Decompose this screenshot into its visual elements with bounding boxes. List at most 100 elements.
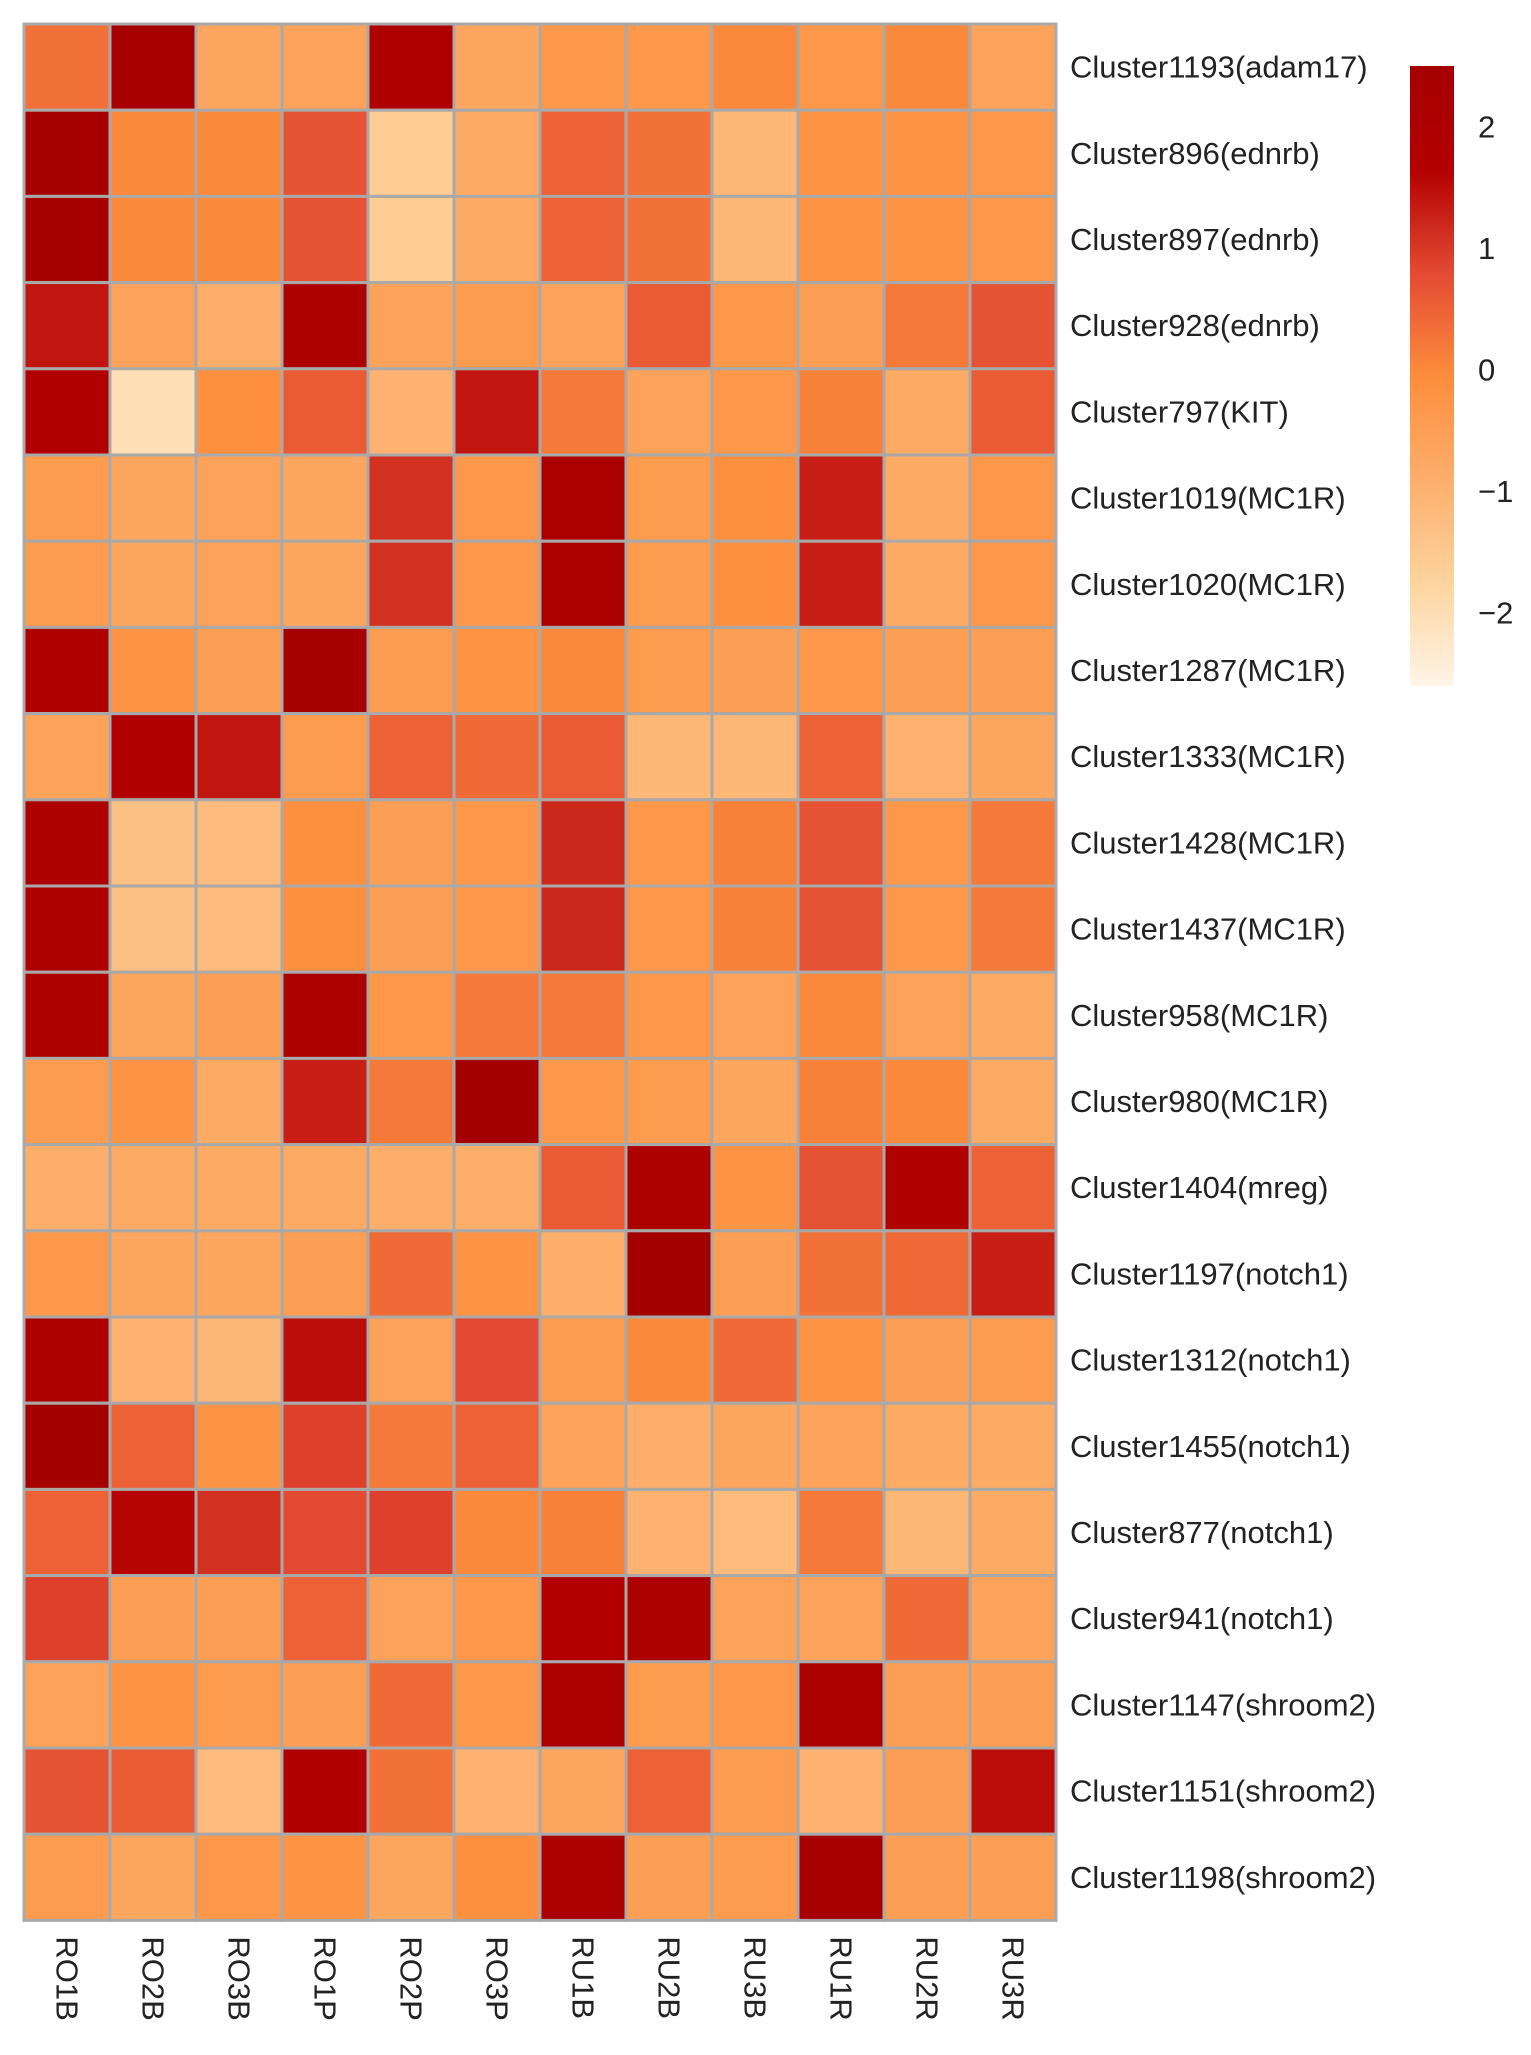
- heatmap-cell: [796, 367, 886, 457]
- heatmap-cell: [366, 194, 456, 285]
- heatmap-cell: [22, 539, 112, 629]
- heatmap-cell: [22, 625, 112, 716]
- heatmap-cell: [366, 1056, 456, 1147]
- heatmap-cell: [452, 1746, 542, 1836]
- column-label: RO3P: [480, 1936, 515, 2020]
- heatmap-cell: [538, 1401, 628, 1491]
- heatmap-cell: [882, 1574, 972, 1664]
- color-legend-ticks: 2 1 0 −1 −2: [1478, 109, 1513, 630]
- column-label: RU1B: [566, 1936, 601, 2019]
- heatmap-cell: [710, 798, 800, 888]
- heatmap-cell: [968, 367, 1058, 457]
- heatmap-cell: [624, 367, 714, 457]
- heatmap-cell: [624, 1401, 714, 1491]
- heatmap-cell: [452, 281, 542, 371]
- row-label: Cluster896(ednrb): [1070, 136, 1320, 171]
- heatmap-cell: [194, 1832, 284, 1922]
- heatmap-cell: [538, 194, 628, 285]
- heatmap-cell: [624, 1315, 714, 1405]
- heatmap-cell: [624, 1056, 714, 1147]
- heatmap-cell: [538, 1143, 628, 1233]
- heatmap-cell: [968, 1056, 1058, 1147]
- row-label: Cluster1404(mreg): [1070, 1170, 1328, 1205]
- heatmap-cell: [366, 453, 456, 543]
- heatmap-cell: [452, 798, 542, 888]
- heatmap-cell: [796, 1660, 886, 1750]
- heatmap-cell: [108, 539, 198, 629]
- heatmap-cell: [968, 1574, 1058, 1664]
- heatmap-cell: [280, 1746, 370, 1836]
- heatmap-cell: [108, 1574, 198, 1664]
- heatmap-cell: [968, 1401, 1058, 1491]
- column-label: RU3R: [996, 1936, 1031, 2020]
- heatmap-cell: [108, 712, 198, 802]
- heatmap-cell: [796, 1746, 886, 1836]
- heatmap-cell: [882, 625, 972, 716]
- heatmap-cell: [280, 281, 370, 371]
- heatmap-cell: [366, 1487, 456, 1578]
- heatmap-cell: [624, 1229, 714, 1319]
- heatmap-cell: [194, 453, 284, 543]
- heatmap-cell: [624, 108, 714, 198]
- heatmap-cell: [882, 884, 972, 974]
- heatmap-cell: [22, 1746, 112, 1836]
- heatmap-cell: [968, 1315, 1058, 1405]
- heatmap-cell: [538, 1660, 628, 1750]
- heatmap-cell: [108, 1315, 198, 1405]
- heatmap-cell: [194, 884, 284, 974]
- heatmap-cell: [968, 453, 1058, 543]
- heatmap-cell: [710, 1487, 800, 1578]
- heatmap-cell: [108, 1401, 198, 1491]
- heatmap-cell: [366, 1401, 456, 1491]
- heatmap-cell: [538, 712, 628, 802]
- heatmap-cell: [280, 1574, 370, 1664]
- row-label: Cluster877(notch1): [1070, 1515, 1334, 1550]
- heatmap-cell: [710, 1832, 800, 1922]
- row-label: Cluster928(ednrb): [1070, 308, 1320, 343]
- heatmap-cell: [108, 884, 198, 974]
- heatmap-cell: [366, 798, 456, 888]
- heatmap-cell: [452, 1574, 542, 1664]
- heatmap-cell: [108, 1143, 198, 1233]
- heatmap-cell: [882, 453, 972, 543]
- heatmap-cell: [280, 539, 370, 629]
- heatmap-cell: [194, 712, 284, 802]
- heatmap-cell: [366, 1229, 456, 1319]
- row-label: Cluster797(KIT): [1070, 394, 1289, 429]
- row-label: Cluster958(MC1R): [1070, 998, 1328, 1033]
- heatmap-cell: [22, 194, 112, 285]
- heatmap-cell: [452, 539, 542, 629]
- heatmap-cell: [280, 625, 370, 716]
- row-label: Cluster1455(notch1): [1070, 1429, 1351, 1464]
- heatmap-cell: [882, 970, 972, 1060]
- heatmap-cell: [796, 1229, 886, 1319]
- heatmap-cell: [366, 712, 456, 802]
- heatmap-cell: [796, 1143, 886, 1233]
- heatmap-cell: [710, 1315, 800, 1405]
- heatmap-cell: [710, 1746, 800, 1836]
- heatmap-cell: [796, 712, 886, 802]
- heatmap-cell: [366, 281, 456, 371]
- heatmap-cell: [22, 22, 112, 112]
- heatmap-cell: [194, 1056, 284, 1147]
- heatmap-cell: [624, 712, 714, 802]
- column-label: RU3B: [738, 1936, 773, 2019]
- heatmap-cell: [108, 1487, 198, 1578]
- heatmap-cell: [796, 798, 886, 888]
- heatmap-cell: [452, 884, 542, 974]
- heatmap-cell: [882, 1746, 972, 1836]
- heatmap-cell: [796, 625, 886, 716]
- heatmap-cell: [22, 1574, 112, 1664]
- heatmap-cell: [452, 1401, 542, 1491]
- heatmap-cell: [366, 884, 456, 974]
- legend-tick-label: 2: [1478, 109, 1495, 144]
- heatmap-cell: [882, 712, 972, 802]
- row-label: Cluster1019(MC1R): [1070, 481, 1346, 516]
- heatmap-cell: [710, 1229, 800, 1319]
- heatmap-cell: [710, 1056, 800, 1147]
- heatmap-cell: [538, 22, 628, 112]
- heatmap-cell: [710, 884, 800, 974]
- column-label: RO2P: [394, 1936, 429, 2020]
- row-label: Cluster1020(MC1R): [1070, 567, 1346, 602]
- heatmap-cell: [22, 1660, 112, 1750]
